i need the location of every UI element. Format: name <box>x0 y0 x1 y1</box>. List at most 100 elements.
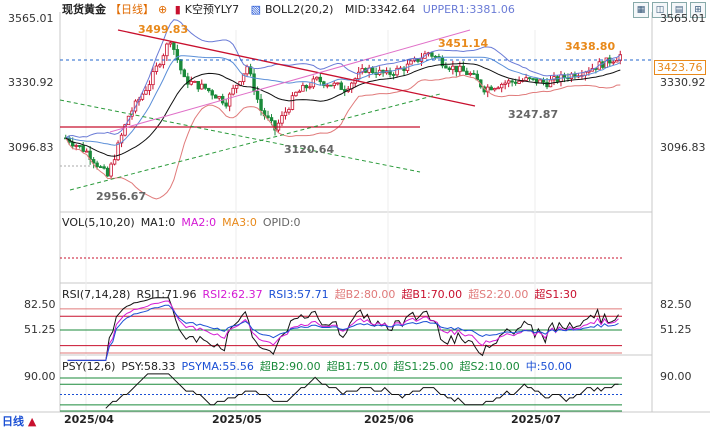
candle-body <box>175 49 180 61</box>
annotation-low-2: 3247.87 <box>508 108 559 121</box>
vol-label[interactable]: VOL(5,10,20) <box>62 216 135 229</box>
candle-body <box>391 74 396 76</box>
candle-body <box>84 150 89 153</box>
period-button[interactable]: 日线 ▲ <box>2 415 37 428</box>
candle-body <box>245 66 249 75</box>
candle-body <box>468 73 472 76</box>
candle-body <box>200 83 204 90</box>
candle-body <box>217 96 221 99</box>
candle-body <box>552 76 556 81</box>
candle-body <box>301 84 305 92</box>
psy-b2: 超B2:90.00 <box>259 360 321 373</box>
candle-body <box>611 61 615 64</box>
expand-icon[interactable]: ⊞ <box>690 2 706 18</box>
vol-opid: OPID:0 <box>262 216 301 229</box>
candle-body <box>496 87 500 90</box>
rsi-s1: 超S1:30 <box>534 288 578 301</box>
candle-body <box>503 82 507 85</box>
boll-upper-value: UPPER1:3381.06 <box>422 3 515 16</box>
candle-body <box>287 109 291 113</box>
rsi-b2: 超B2:80.00 <box>334 288 396 301</box>
candle-body <box>322 81 326 86</box>
vol-ma3: MA3:0 <box>222 216 257 229</box>
psy-label[interactable]: PSY(12,6) <box>62 360 116 373</box>
rsi3-value: RSI3:57.71 <box>268 288 329 301</box>
candle-body <box>203 83 207 89</box>
candle-body <box>165 43 169 57</box>
rsi2-line <box>67 300 619 361</box>
boll-mid-value: MID:3342.64 <box>344 3 416 16</box>
candle-body <box>447 67 452 71</box>
price-axis-right-low: 3096.83 <box>660 141 706 154</box>
candle-body <box>461 65 466 72</box>
candle-body <box>151 71 155 86</box>
rsi-b1: 超B1:70.00 <box>401 288 463 301</box>
psy-panel <box>60 373 622 412</box>
period-label[interactable]: 【日线】 <box>110 3 154 16</box>
candle-body <box>604 57 609 68</box>
x-label-jun: 2025/06 <box>364 413 414 426</box>
fan-line <box>59 99 421 173</box>
kline-indicator[interactable]: ▮ K空预YLY7 <box>174 3 240 16</box>
candle-body <box>318 76 323 83</box>
candle-body <box>370 67 375 74</box>
grid-icon[interactable]: ▦ <box>633 2 649 18</box>
candle-body <box>329 84 333 87</box>
candle-body <box>513 81 518 84</box>
psy-s2: 超S2:10.00 <box>459 360 520 373</box>
candle-body <box>336 82 340 85</box>
candle-body <box>168 42 173 45</box>
boll-indicator[interactable]: ▧ BOLL2(20,2) <box>250 3 334 16</box>
candle-body <box>325 84 330 87</box>
candle-body <box>74 145 78 147</box>
candle-body <box>315 76 319 80</box>
split-icon[interactable]: ◫ <box>652 2 668 18</box>
rsi-label[interactable]: RSI(7,14,28) <box>62 288 131 301</box>
candle-body <box>280 115 284 124</box>
candle-body <box>527 77 532 80</box>
candle-body <box>454 65 459 73</box>
settings-icon[interactable]: ⊕ <box>158 3 168 16</box>
candle-body <box>356 71 361 80</box>
rsi2-value: RSI2:62.37 <box>202 288 263 301</box>
candle-body <box>332 82 336 86</box>
annotation-high-2: 3451.14 <box>438 37 489 50</box>
candle-body <box>545 81 549 88</box>
window-toolbar: ▦ ◫ ▤ ⊞ <box>633 2 706 18</box>
rsi-axis-left-2: 51.25 <box>24 323 56 336</box>
candle-body <box>255 91 260 100</box>
vol-ma2: MA2:0 <box>181 216 217 229</box>
candle-body <box>489 86 493 91</box>
price-axis-left-mid: 3330.92 <box>8 76 54 89</box>
candle-body <box>172 42 176 50</box>
candle-body <box>266 115 270 118</box>
price-panel <box>59 19 652 200</box>
candle-body <box>214 94 218 99</box>
price-axis-right-mid: 3330.92 <box>660 76 706 89</box>
annotation-low-0: 2956.67 <box>96 190 147 203</box>
candle-body <box>444 65 448 69</box>
candle-body <box>231 87 235 95</box>
rsi1-value: RSI1:71.96 <box>136 288 197 301</box>
boll-mid-line <box>65 62 621 157</box>
price-axis-right-top: 3565.01 <box>660 12 706 25</box>
layout-icon[interactable]: ▤ <box>671 2 687 18</box>
candle-body <box>81 145 85 152</box>
candle-body <box>77 145 82 147</box>
candle-body <box>269 117 274 122</box>
symbol-title[interactable]: 现货黄金 <box>62 3 106 16</box>
candle-body <box>95 162 99 168</box>
psy-s1: 超S1:25.00 <box>393 360 454 373</box>
boll-inner-upper-line <box>65 55 621 146</box>
rsi1-line <box>67 297 619 361</box>
candle-body <box>451 65 455 71</box>
psy-axis-right: 90.00 <box>660 370 692 383</box>
psy-line <box>105 373 619 409</box>
candle-body <box>147 84 152 91</box>
psy-mid: 中:50.00 <box>525 360 572 373</box>
candle-body <box>615 60 619 63</box>
rsi-header: RSI(7,14,28) RSI1:71.96 RSI2:62.37 RSI3:57.… <box>62 286 583 302</box>
candle-body <box>493 88 497 91</box>
candle-body <box>283 111 288 116</box>
